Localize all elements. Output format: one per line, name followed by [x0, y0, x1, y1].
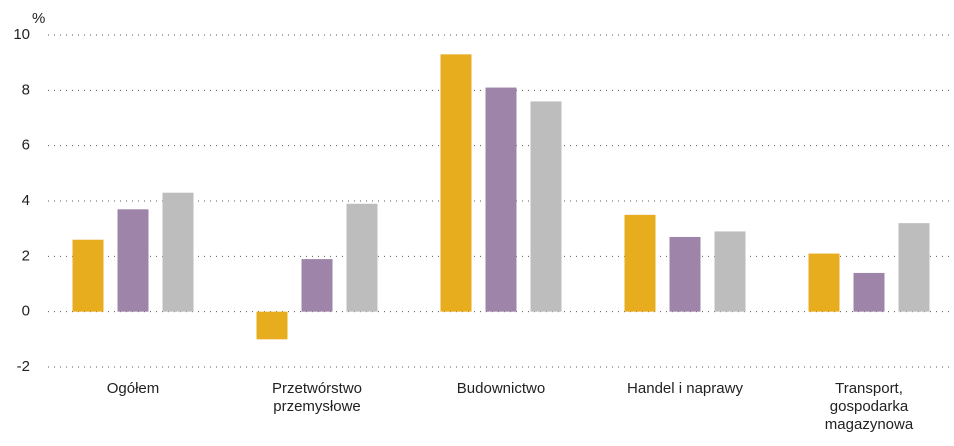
y-tick-label: 10: [13, 26, 30, 43]
bar: [853, 272, 885, 312]
x-tick-label: Budownictwo: [456, 380, 546, 397]
bar: [301, 259, 333, 312]
bar: [440, 54, 472, 312]
bar: [669, 236, 701, 312]
x-tick-label: Ogółem: [106, 380, 160, 397]
bar: [346, 203, 378, 312]
y-tick-label: 6: [22, 137, 30, 154]
x-tick-label: Przetwórstwo przemysłowe: [271, 380, 363, 415]
bar: [714, 231, 746, 312]
bar: [117, 209, 149, 312]
bar: [485, 87, 517, 312]
bar: [530, 101, 562, 312]
x-tick-label: Transport, gospodarka magazynowa: [824, 380, 914, 433]
y-tick-label: 8: [22, 81, 30, 98]
x-tick-label: Handel i naprawy: [627, 380, 743, 397]
bar: [808, 253, 840, 312]
bar: [72, 239, 104, 312]
y-tick-label: 4: [22, 192, 30, 209]
bar: [256, 311, 288, 340]
bar: [898, 223, 930, 312]
y-axis-unit: %: [32, 10, 45, 27]
y-tick-label: 0: [22, 303, 30, 320]
bar: [162, 192, 194, 312]
bar: [624, 214, 656, 312]
y-tick-label: 2: [22, 247, 30, 264]
y-tick-label: -2: [17, 358, 30, 375]
